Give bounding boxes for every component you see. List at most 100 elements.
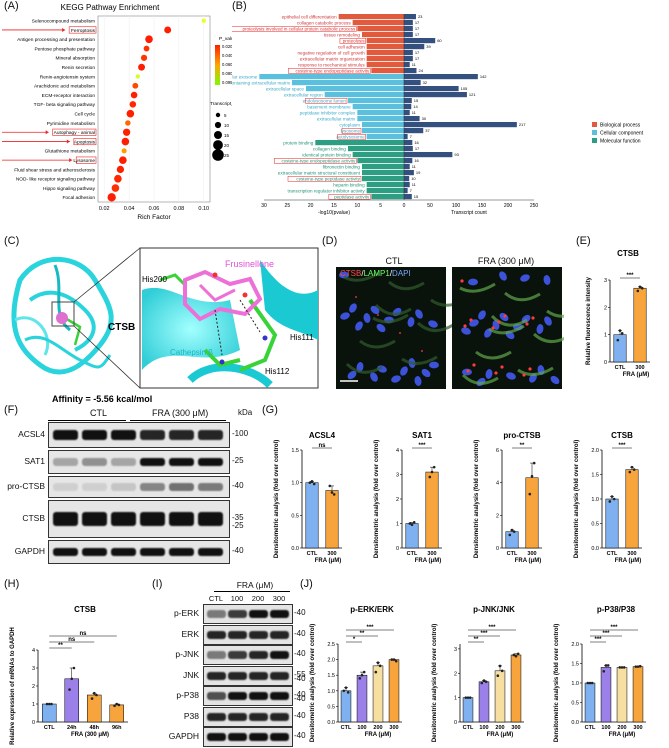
nucleus <box>340 312 350 320</box>
x-tick-label: 0 <box>403 203 406 209</box>
lamp1-signal <box>490 314 528 327</box>
x-tick-label: 50 <box>427 203 433 209</box>
blot-band <box>111 483 136 491</box>
pathway-label: Apoptosis <box>74 139 96 145</box>
term-label: extracellular region <box>284 92 323 97</box>
bar-pvalue <box>362 176 404 182</box>
x-tick-label: CTL <box>607 551 618 557</box>
legend-tick: 25 <box>224 153 230 158</box>
blot-strip <box>203 706 293 727</box>
x-tick-label: CTL <box>44 725 55 731</box>
kda-marker: -55 <box>294 669 306 679</box>
data-point <box>498 664 502 668</box>
lamp1-signal <box>374 303 412 316</box>
data-point <box>512 530 516 533</box>
pathway-label: Focal adhesion <box>62 195 95 201</box>
kda-marker: -100 <box>232 429 249 438</box>
bar-count-label: 105 <box>461 86 468 91</box>
significance-label: *** <box>626 273 634 279</box>
chart-title: CTSB <box>617 249 639 258</box>
blot-band <box>207 630 226 639</box>
bar <box>42 703 57 723</box>
blot-strip <box>48 500 230 538</box>
bar-count <box>404 194 412 200</box>
nucleus <box>429 361 439 369</box>
blot-band <box>82 457 107 467</box>
blot-band <box>169 457 194 467</box>
data-point <box>608 500 612 503</box>
blot-band <box>249 630 268 639</box>
lamp1-signal <box>359 339 396 349</box>
y-tick-label: 0 <box>454 720 457 726</box>
data-point <box>510 528 514 532</box>
data-point <box>45 702 49 706</box>
lamp1-signal <box>401 355 438 365</box>
blot-band <box>198 430 223 440</box>
blot-group-bar <box>48 420 126 421</box>
highlight-box <box>52 128 97 136</box>
x-tick-label: 300 <box>511 725 520 731</box>
x-axis-label: FRA (μM) <box>365 732 391 738</box>
blot-band <box>228 692 247 700</box>
arrow-head <box>69 158 73 163</box>
ctsb-signal <box>525 322 529 326</box>
blot-strip <box>48 540 230 564</box>
x-tick-label: 0.06 <box>149 206 160 212</box>
lamp1-signal <box>345 362 383 374</box>
y-tick-label: 0.5 <box>571 701 579 707</box>
bubble <box>143 45 150 52</box>
arrow-head <box>62 27 66 32</box>
blot-band <box>249 692 268 700</box>
data-point <box>618 329 622 332</box>
band-label: JNK <box>182 669 199 680</box>
panel-label-g: (G) <box>262 404 278 416</box>
blot-band <box>169 511 194 527</box>
x-tick-label: 200 <box>373 725 382 731</box>
term-label: heparin binding <box>333 182 365 187</box>
bar-count-label: 14 <box>413 104 418 109</box>
term-label: cysteine-type endopeptidase activity <box>296 68 371 73</box>
bar-count-label: 17 <box>415 146 420 151</box>
data-point <box>602 670 606 673</box>
data-point <box>47 702 51 706</box>
x-axis-label: FRA (μM) <box>315 558 341 564</box>
bar-pvalue <box>357 26 404 32</box>
y-tick-label: 0 <box>496 546 499 552</box>
bar <box>87 694 102 723</box>
bar <box>494 670 506 723</box>
pathway-label: Fluid shear stress and atherosclerosis <box>14 167 95 173</box>
bubble <box>129 101 137 108</box>
blot-band <box>207 733 226 741</box>
kda-marker: -40 <box>294 674 306 683</box>
highlight-box <box>232 26 357 32</box>
x-tick-label: 300 <box>635 365 644 371</box>
x-tick-label: 300 <box>633 725 642 731</box>
significance-label: *** <box>488 625 496 631</box>
y-tick-label: 1 <box>396 522 399 528</box>
legend-tick: 10 <box>224 123 230 128</box>
legend-tick: 0.040 <box>222 53 232 58</box>
blot-i-header-bar <box>214 591 290 592</box>
data-point <box>588 681 592 685</box>
bar <box>64 678 79 723</box>
term-label: lysosome <box>341 128 361 133</box>
significance-label: *** <box>602 631 610 637</box>
bar-count-label: 11 <box>412 110 417 115</box>
bubble <box>135 74 141 79</box>
highlight-box <box>75 156 97 164</box>
panel-label-h: (H) <box>4 578 20 590</box>
bar-count <box>404 134 408 140</box>
x-tick-label: 0.10 <box>198 206 209 212</box>
significance-label: *** <box>418 443 426 449</box>
bar-pvalue <box>366 134 404 140</box>
x-tick-label: 5 <box>379 203 382 209</box>
lamp1-signal <box>475 350 512 360</box>
bar-count-label: 93 <box>454 152 459 157</box>
size-legend-dot <box>214 121 222 129</box>
bar-count <box>404 128 424 134</box>
blot-band <box>140 457 165 467</box>
lamp1-signal <box>372 313 409 324</box>
x-axis-label: Transcript count <box>451 210 487 216</box>
